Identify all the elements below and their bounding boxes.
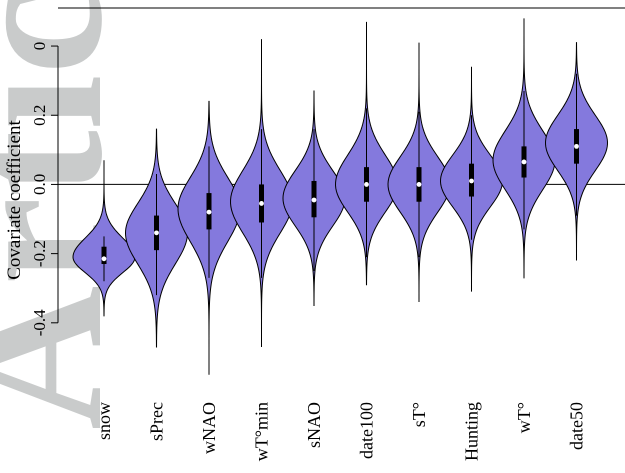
violin-median-dot xyxy=(469,178,474,184)
y-ticks-group: -0.4 -0.2 0.0 0.2 0 xyxy=(30,42,58,336)
violin-wT°min xyxy=(230,39,293,348)
violin-median-dot xyxy=(364,182,369,187)
violin-sNAO xyxy=(282,90,346,307)
violin-sT° xyxy=(387,42,451,303)
violins-group xyxy=(72,18,608,375)
violin-snow xyxy=(72,160,136,317)
y-tick-label: 0 xyxy=(30,42,49,51)
violin-Hunting xyxy=(440,66,503,292)
violin-median-dot xyxy=(574,143,579,149)
y-tick-label: -0.2 xyxy=(30,240,49,267)
violin-median-dot xyxy=(259,201,264,206)
violin-wT° xyxy=(492,18,556,279)
y-tick-label: -0.4 xyxy=(30,309,49,336)
x-tick-label: date100 xyxy=(357,402,377,459)
y-axis-title: Covariate coefficient xyxy=(4,120,25,280)
y-axis: -0.4 -0.2 0.0 0.2 0 xyxy=(30,42,59,336)
x-tick-label: wT°min xyxy=(252,402,272,461)
violin-date100 xyxy=(335,21,398,286)
violin-date50 xyxy=(545,42,608,261)
violin-median-dot xyxy=(521,159,527,165)
x-tick-label: wT° xyxy=(514,402,534,433)
violin-median-dot xyxy=(154,230,159,236)
x-tick-label: sPrec xyxy=(147,402,167,441)
violin-median-dot xyxy=(101,256,107,262)
x-tick-label: sT° xyxy=(409,402,429,427)
violin-median-dot xyxy=(311,197,317,203)
x-tick-label: Hunting xyxy=(462,402,482,461)
x-tick-label: wNAO xyxy=(199,402,219,454)
plot-area xyxy=(58,7,625,375)
y-tick-label: 0.0 xyxy=(30,174,49,195)
violin-iqr-box xyxy=(101,246,107,264)
y-tick-label: 0.2 xyxy=(30,105,49,126)
x-tick-label: sNAO xyxy=(304,402,324,448)
violin-wNAO xyxy=(177,100,241,375)
x-tick-label: snow xyxy=(94,402,114,440)
x-axis: snow sPrec wNAO wT°min sNAO date100 sT° Hunting… xyxy=(94,402,587,461)
violin-sPrec xyxy=(124,128,189,348)
x-tick-labels-group: snow sPrec wNAO wT°min sNAO date100 sT° Hunting… xyxy=(94,402,587,461)
article-watermark: Article xyxy=(0,0,144,430)
violin-median-dot xyxy=(206,209,212,215)
watermark-text: Article xyxy=(0,0,144,430)
x-tick-label: date50 xyxy=(567,402,587,450)
violin-median-dot xyxy=(416,182,422,187)
